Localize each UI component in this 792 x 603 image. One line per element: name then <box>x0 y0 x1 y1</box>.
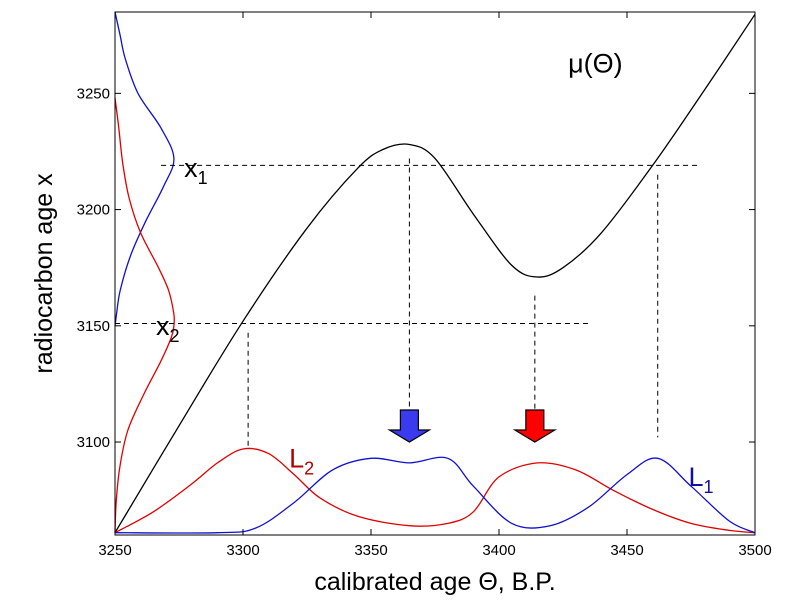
series-line-l2 <box>114 447 756 534</box>
x1-label: x1 <box>184 153 208 188</box>
x-tick-label: 3400 <box>482 542 515 559</box>
y-tick-label: 3100 <box>77 434 110 451</box>
series-line-0 <box>114 13 756 534</box>
ticks-layer: 3250 3300 3350 3400 3450 3500 3100 3150 3200 3250 <box>77 12 772 559</box>
down-arrow-2 <box>512 409 558 443</box>
y-tick-label: 3200 <box>77 202 110 219</box>
x-tick-label: 3450 <box>610 542 643 559</box>
dashed-guides-layer <box>115 158 699 447</box>
x1-label-main: x <box>184 153 198 183</box>
x2-label-sub: 2 <box>169 326 179 346</box>
x1-label-sub: 1 <box>198 168 208 188</box>
series-line-likelihood-x1-on-y-axis <box>114 11 175 326</box>
x2-label-main: x <box>156 311 170 341</box>
curves-layer <box>114 11 756 534</box>
x-axis-label: calibrated age Θ, B.P. <box>314 568 555 596</box>
mu-curve-label: μ(Θ) <box>568 48 623 78</box>
y-tick-label: 3150 <box>77 318 110 335</box>
plot-frame <box>114 11 756 536</box>
x2-label: x2 <box>156 311 180 346</box>
arrows-layer <box>387 409 558 443</box>
y-axis-label: radiocarbon age x <box>30 173 58 374</box>
L2-label-main: L <box>289 444 304 474</box>
L2-label-sub: 2 <box>304 459 314 479</box>
x-tick-label: 3300 <box>226 542 259 559</box>
x-tick-label: 3500 <box>738 542 771 559</box>
series-line-l1 <box>114 456 756 534</box>
series-line-likelihood-x2-on-y-axis <box>114 97 176 533</box>
y-tick-label: 3250 <box>77 85 110 102</box>
L1-label-main: L <box>688 462 703 492</box>
down-arrow-1 <box>387 409 432 443</box>
L2-label: L2 <box>289 444 314 479</box>
L1-label: L1 <box>688 462 713 497</box>
x-tick-label: 3350 <box>354 542 387 559</box>
x-tick-label: 3250 <box>98 542 131 559</box>
L1-label-sub: 1 <box>703 477 713 497</box>
